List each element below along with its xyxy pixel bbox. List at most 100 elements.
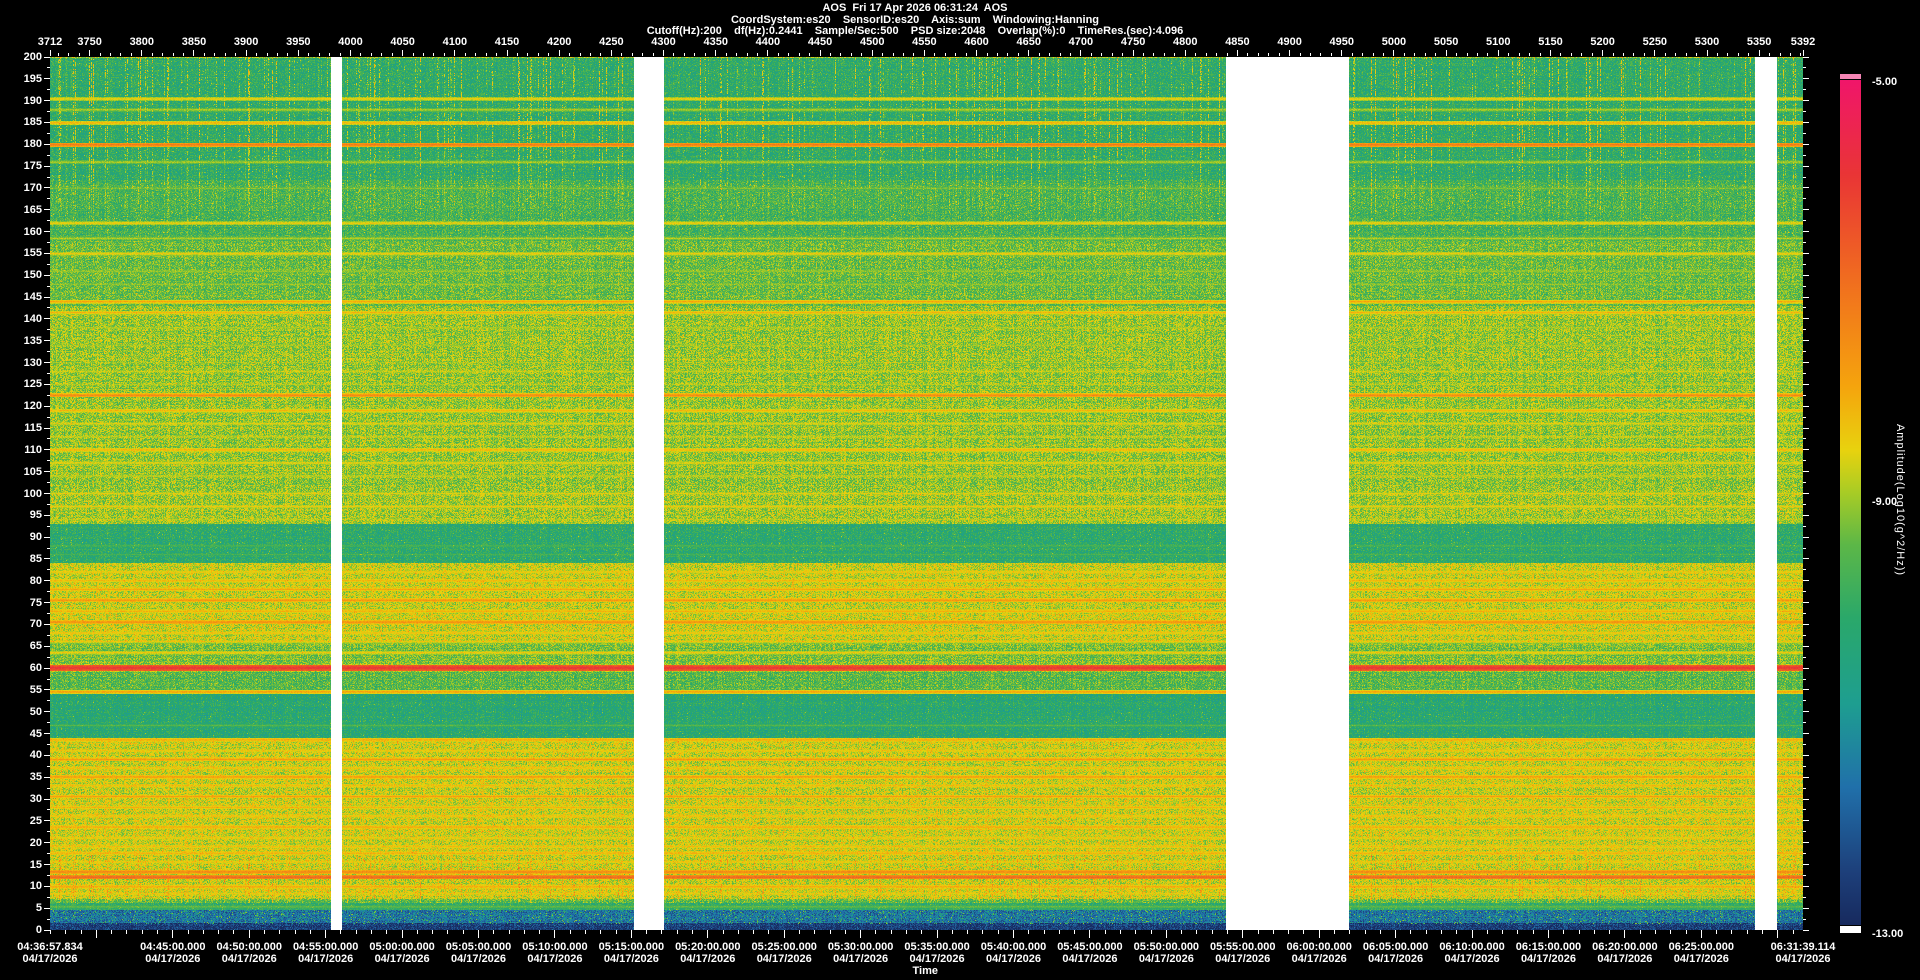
top-axis-major-tick [871, 50, 873, 56]
time-tick-label: 05:30:00.000 [827, 941, 894, 953]
top-axis-minor-tick [861, 53, 863, 56]
top-axis-minor-tick [1122, 53, 1124, 56]
y-axis-tick [1803, 525, 1806, 527]
time-axis-tick [1716, 930, 1718, 934]
top-axis-label: 5392 [1790, 36, 1816, 48]
time-axis-tick [875, 930, 877, 934]
top-axis-minor-tick [1769, 53, 1771, 56]
y-axis-tick [47, 569, 50, 571]
time-axis-tick [1425, 930, 1427, 934]
time-axis-tick [187, 930, 189, 934]
y-axis-tick [1803, 121, 1809, 123]
y-axis-tick [1803, 482, 1806, 484]
top-axis-minor-tick [996, 53, 998, 56]
top-axis-minor-tick [485, 53, 487, 56]
y-axis-tick [1803, 765, 1806, 767]
time-axis-tick [462, 930, 464, 934]
top-axis-minor-tick [809, 53, 811, 56]
time-axis-tick [630, 930, 632, 938]
y-axis-tick [47, 700, 50, 702]
time-axis-tick [951, 930, 953, 934]
time-axis-tick [95, 930, 97, 938]
time-axis-tick [1303, 930, 1305, 934]
y-axis-tick [44, 318, 50, 320]
time-axis-tick [1563, 930, 1565, 934]
header-params-line: CoordSystem:es20 SensorID:es20 Axis:sum … [730, 14, 1100, 26]
top-axis-minor-tick [1424, 53, 1426, 56]
top-axis-minor-tick [1383, 53, 1385, 56]
y-axis-tick [1803, 263, 1806, 265]
time-axis-tick [1410, 930, 1412, 934]
y-axis-tick [47, 329, 50, 331]
spectrogram-plot[interactable] [50, 57, 1803, 930]
time-axis-tick [309, 930, 311, 934]
top-axis-label: 4200 [546, 36, 572, 48]
top-axis-major-tick [663, 50, 665, 56]
y-axis-tick [47, 416, 50, 418]
top-axis-label: 5200 [1590, 36, 1615, 48]
time-axis-tick [1318, 930, 1320, 938]
top-axis-minor-tick [850, 53, 852, 56]
top-axis-label: 4750 [1120, 36, 1146, 48]
time-axis-tick [1395, 930, 1397, 938]
y-axis-label: 100 [23, 487, 42, 500]
time-axis-tick [111, 930, 113, 934]
time-axis-tick [1502, 930, 1504, 934]
top-axis-minor-tick [642, 53, 644, 56]
top-axis-minor-tick [1309, 53, 1311, 56]
y-axis-tick [1803, 689, 1809, 691]
time-tick-date: 04/17/2026 [1520, 953, 1576, 965]
y-axis-tick [1803, 885, 1809, 887]
y-axis-tick [1803, 242, 1806, 243]
top-axis-minor-tick [1017, 53, 1019, 56]
y-axis-label: 190 [23, 94, 42, 107]
top-axis-minor-tick [412, 53, 414, 56]
y-axis-label: 75 [29, 596, 42, 609]
time-axis-tick [676, 930, 678, 934]
top-axis-label: 4700 [1068, 36, 1094, 48]
top-axis-label: 4850 [1225, 36, 1250, 48]
y-axis-tick [1803, 613, 1806, 615]
y-axis-label: 15 [29, 858, 42, 871]
top-axis-minor-tick [652, 53, 654, 56]
top-axis-major-tick [1802, 50, 1804, 56]
top-axis-minor-tick [1664, 53, 1666, 56]
top-axis-minor-tick [1570, 53, 1572, 56]
time-tick-label: 04:50:00.000 [216, 941, 282, 953]
time-axis-tick [1777, 930, 1779, 938]
top-axis-minor-tick [516, 53, 518, 56]
time-tick-label: 04:45:00.000 [140, 941, 206, 953]
time-axis-tick [65, 930, 67, 934]
top-axis-minor-tick [151, 53, 153, 56]
top-axis-major-tick [1654, 50, 1656, 56]
top-axis-minor-tick [423, 53, 425, 56]
y-axis-tick [1803, 743, 1806, 745]
y-axis-tick [44, 667, 50, 669]
top-axis-label: 4050 [390, 36, 415, 48]
y-axis-tick [1803, 602, 1809, 604]
time-tick-date: 04/17/2026 [985, 953, 1042, 965]
top-axis-minor-tick [1414, 53, 1416, 56]
top-axis-minor-tick [965, 53, 967, 56]
time-axis-tick [997, 930, 999, 934]
time-axis-tick [493, 930, 495, 934]
top-axis-minor-tick [78, 53, 80, 56]
y-axis-tick [1803, 416, 1806, 418]
y-axis-tick [1803, 351, 1806, 353]
time-tick-label: 05:35:00.000 [904, 941, 970, 953]
top-axis-major-tick [1028, 50, 1030, 56]
y-axis-tick [47, 438, 50, 440]
y-axis-tick [1803, 89, 1806, 91]
time-tick-label: 06:20:00.000 [1592, 941, 1658, 953]
top-axis-major-tick [1236, 50, 1238, 56]
y-axis-tick [47, 613, 50, 615]
y-axis-label: 35 [29, 771, 42, 784]
y-axis-tick [1803, 842, 1809, 844]
time-axis-tick [401, 930, 403, 938]
y-axis-tick [44, 121, 50, 123]
y-axis-tick [47, 634, 50, 636]
top-axis-minor-tick [162, 53, 164, 56]
time-axis-tick [1211, 930, 1213, 934]
y-axis-tick [1803, 831, 1806, 833]
y-axis-label: 60 [29, 662, 42, 675]
